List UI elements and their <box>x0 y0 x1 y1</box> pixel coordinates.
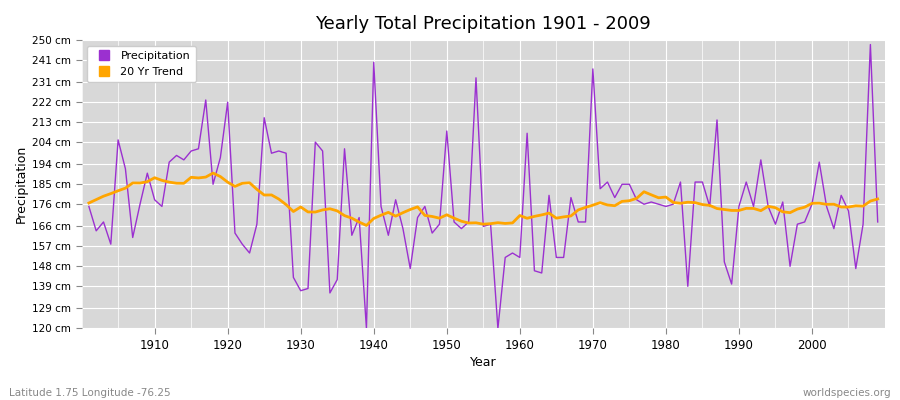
Y-axis label: Precipitation: Precipitation <box>15 145 28 223</box>
Text: worldspecies.org: worldspecies.org <box>803 388 891 398</box>
Legend: Precipitation, 20 Yr Trend: Precipitation, 20 Yr Trend <box>87 46 196 82</box>
X-axis label: Year: Year <box>470 356 497 369</box>
Title: Yearly Total Precipitation 1901 - 2009: Yearly Total Precipitation 1901 - 2009 <box>315 15 652 33</box>
Text: Latitude 1.75 Longitude -76.25: Latitude 1.75 Longitude -76.25 <box>9 388 171 398</box>
